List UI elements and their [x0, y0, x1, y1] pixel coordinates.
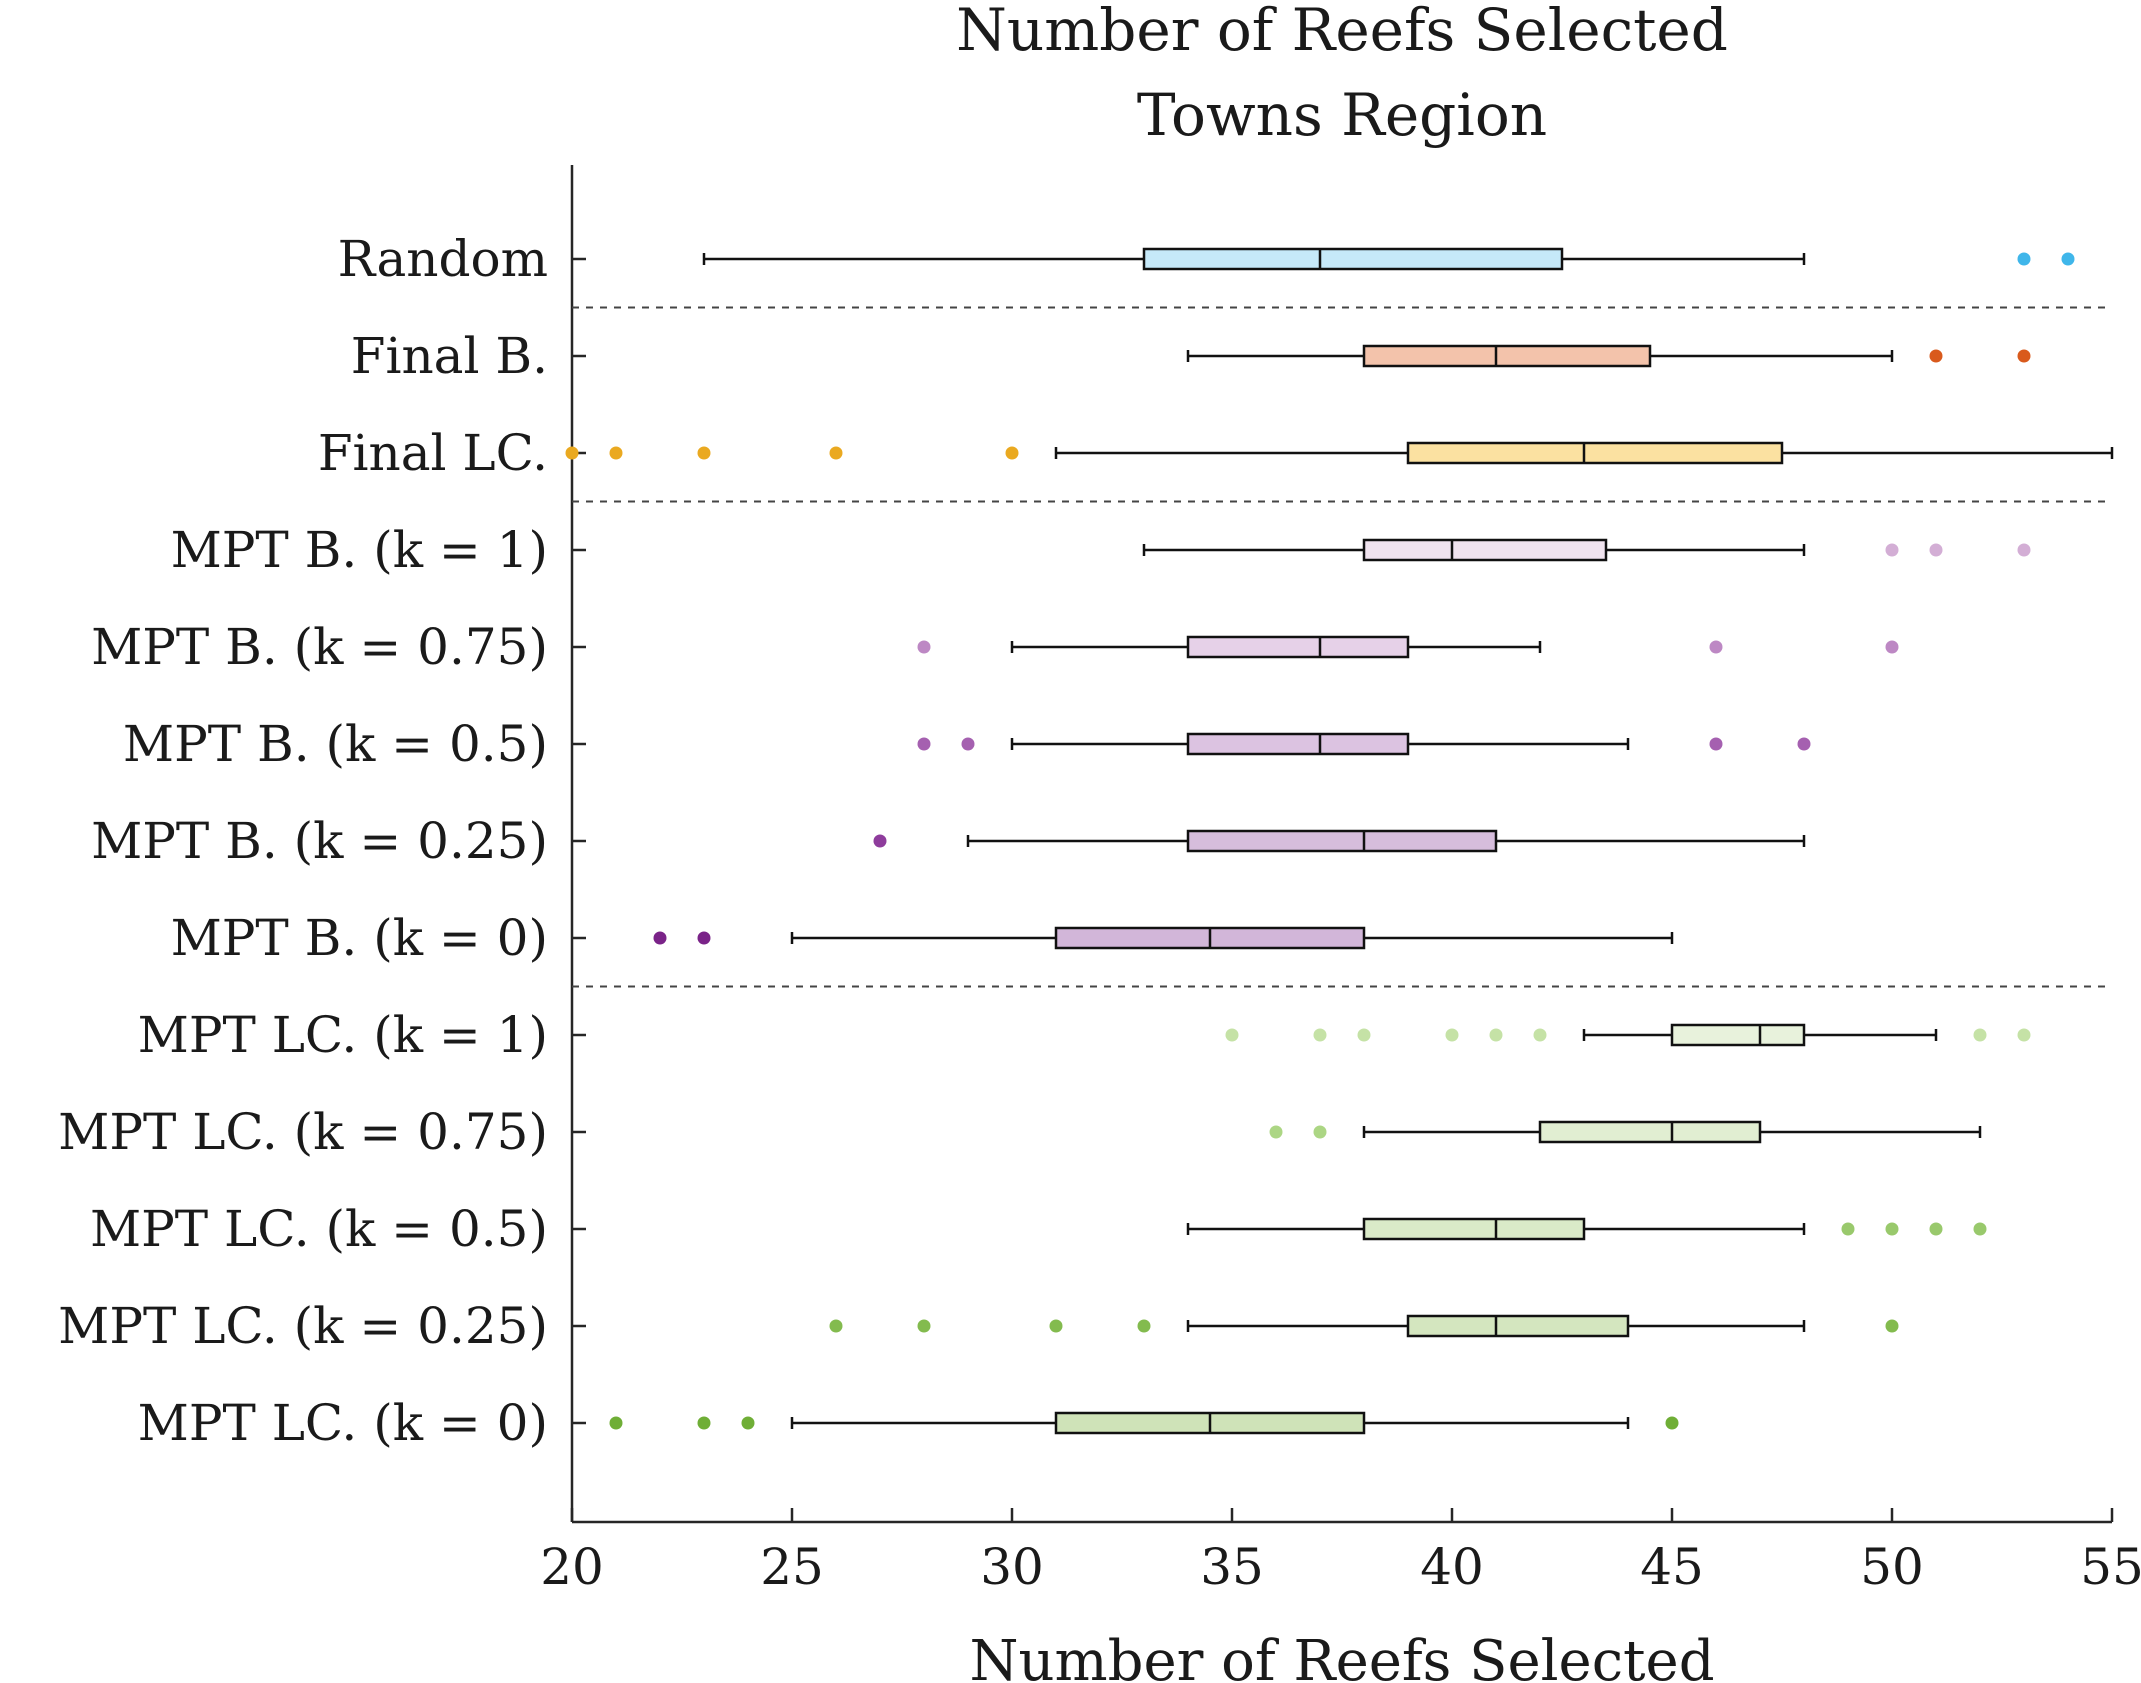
x-axis-ticks: 20 25 30 35 40 45 50 55 [540, 1508, 2141, 1596]
outlier-point [653, 931, 667, 945]
category-label: MPT LC. (k = 0.25) [58, 1297, 548, 1355]
outlier-point [609, 1416, 623, 1430]
outlier-point [2017, 252, 2031, 266]
iqr-box [1362, 1217, 1586, 1241]
box-row: MPT B. (k = 0) [171, 909, 1674, 967]
box-rows: Random Final B. Final LC. MPT B. (k = 1) MPT… [58, 230, 2114, 1452]
category-label: MPT LC. (k = 0) [138, 1394, 548, 1452]
outlier-point [1885, 543, 1899, 557]
outlier-point [917, 1319, 931, 1333]
category-label: Final B. [351, 327, 548, 385]
x-tick-label: 25 [760, 1538, 824, 1596]
box-row: MPT LC. (k = 0.5) [90, 1200, 1987, 1258]
x-tick-label: 40 [1420, 1538, 1484, 1596]
box-row: Random [338, 230, 2075, 288]
iqr-box [1538, 1120, 1762, 1144]
iqr-box [1406, 1314, 1630, 1338]
outlier-point [1709, 737, 1723, 751]
iqr-box [1406, 441, 1784, 465]
iqr-box [1362, 344, 1652, 368]
outlier-point [1885, 1222, 1899, 1236]
outlier-point [2017, 349, 2031, 363]
outlier-point [917, 640, 931, 654]
x-tick-label: 45 [1640, 1538, 1704, 1596]
category-label: MPT B. (k = 0.5) [123, 715, 548, 773]
x-tick-label: 35 [1200, 1538, 1264, 1596]
iqr-box [1186, 829, 1498, 853]
iqr-box [1186, 732, 1410, 756]
outlier-point [917, 737, 931, 751]
outlier-point [961, 737, 975, 751]
box-row: MPT LC. (k = 0.75) [58, 1103, 1982, 1161]
box-row: MPT LC. (k = 0.25) [58, 1297, 1899, 1355]
x-tick-label: 20 [540, 1538, 604, 1596]
category-label: MPT B. (k = 0.75) [91, 618, 548, 676]
x-tick-label: 55 [2080, 1538, 2141, 1596]
outlier-point [697, 446, 711, 460]
outlier-point [741, 1416, 755, 1430]
outlier-point [1313, 1028, 1327, 1042]
box-row: MPT B. (k = 0.25) [91, 812, 1806, 870]
x-tick-label: 30 [980, 1538, 1044, 1596]
box-row: MPT B. (k = 0.5) [123, 715, 1811, 773]
outlier-point [1885, 1319, 1899, 1333]
outlier-point [1357, 1028, 1371, 1042]
iqr-box [1142, 247, 1564, 271]
outlier-point [829, 1319, 843, 1333]
outlier-point [1665, 1416, 1679, 1430]
outlier-point [1929, 1222, 1943, 1236]
outlier-point [697, 931, 711, 945]
category-label: MPT B. (k = 0) [171, 909, 548, 967]
box-row: MPT B. (k = 1) [171, 521, 2031, 579]
outlier-point [609, 446, 623, 460]
category-label: MPT B. (k = 0.25) [91, 812, 548, 870]
plot-axes [570, 165, 2112, 1524]
outlier-point [2017, 1028, 2031, 1042]
iqr-box [1186, 635, 1410, 659]
category-label: Random [338, 230, 548, 288]
outlier-point [1929, 349, 1943, 363]
outlier-point [873, 834, 887, 848]
chart-title: Number of Reefs Selected [956, 0, 1728, 64]
outlier-point [1841, 1222, 1855, 1236]
outlier-point [1973, 1222, 1987, 1236]
iqr-box [1670, 1023, 1806, 1047]
outlier-point [1973, 1028, 1987, 1042]
outlier-point [1533, 1028, 1547, 1042]
iqr-box [1362, 538, 1608, 562]
outlier-point [1225, 1028, 1239, 1042]
outlier-point [1049, 1319, 1063, 1333]
box-row: Final LC. [318, 424, 2114, 482]
outlier-point [1137, 1319, 1151, 1333]
outlier-point [697, 1416, 711, 1430]
box-row: MPT LC. (k = 1) [138, 1006, 2031, 1064]
outlier-point [1269, 1125, 1283, 1139]
outlier-point [1445, 1028, 1459, 1042]
outlier-point [2061, 252, 2075, 266]
chart-subtitle: Towns Region [1137, 81, 1547, 149]
outlier-point [1885, 640, 1899, 654]
group-separators [572, 306, 2112, 988]
outlier-point [1797, 737, 1811, 751]
box-row: MPT LC. (k = 0) [138, 1394, 1679, 1452]
category-label: MPT B. (k = 1) [171, 521, 548, 579]
category-label: Final LC. [318, 424, 548, 482]
outlier-point [2017, 543, 2031, 557]
box-row: MPT B. (k = 0.75) [91, 618, 1899, 676]
outlier-point [829, 446, 843, 460]
x-tick-label: 50 [1860, 1538, 1924, 1596]
category-label: MPT LC. (k = 0.5) [90, 1200, 548, 1258]
outlier-point [1005, 446, 1019, 460]
category-label: MPT LC. (k = 1) [138, 1006, 548, 1064]
category-label: MPT LC. (k = 0.75) [58, 1103, 548, 1161]
outlier-point [1489, 1028, 1503, 1042]
box-row: Final B. [351, 327, 2031, 385]
outlier-point [1313, 1125, 1327, 1139]
outlier-point [1709, 640, 1723, 654]
outlier-point [565, 446, 579, 460]
outlier-point [1929, 543, 1943, 557]
x-axis-title: Number of Reefs Selected [969, 1629, 1714, 1683]
